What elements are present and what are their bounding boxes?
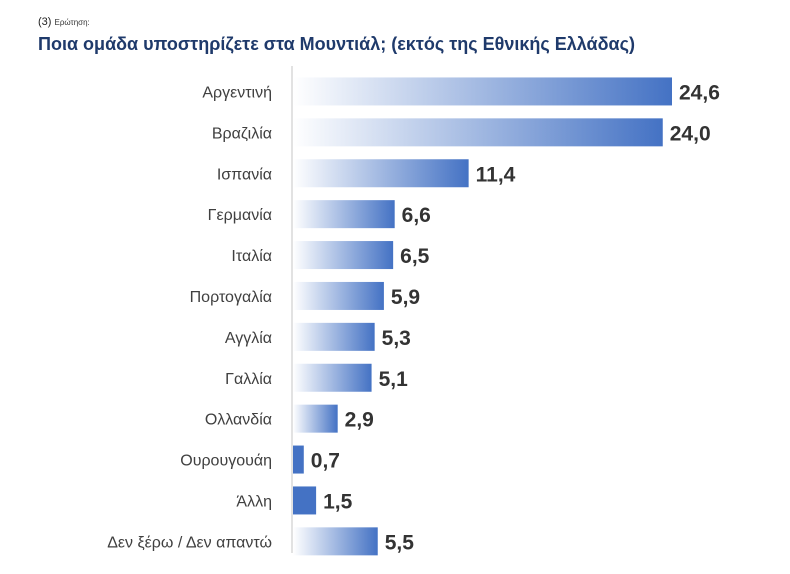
value-label: 24,6 [679,81,720,104]
category-label: Πορτογαλία [190,289,272,306]
category-label: Γαλλία [225,371,272,388]
question-number: (3) Ερώτηση: [38,16,90,28]
bar [293,159,469,188]
bar [293,200,395,229]
value-label: 6,5 [400,245,430,268]
bar [293,281,384,310]
value-label: 0,7 [311,450,340,473]
category-label: Αγγλία [225,330,272,347]
bar [293,77,672,106]
value-label: 1,5 [323,490,353,513]
category-label: Δεν ξέρω / Δεν απαντώ [107,534,272,551]
bar [293,404,338,433]
category-label: Ολλανδία [205,412,272,429]
value-label: 2,9 [345,409,374,432]
bar [293,363,372,392]
category-label: Άλλη [236,493,272,510]
category-label: Γερμανία [208,207,272,224]
value-label: 6,6 [402,204,431,227]
value-label: 11,4 [476,163,516,186]
category-label: Βραζιλία [212,125,272,142]
value-label: 5,3 [382,327,411,350]
bar [293,445,304,474]
bar [293,322,375,351]
chart-title: Ποια ομάδα υποστηρίζετε στα Μουντιάλ; (ε… [38,34,635,54]
bar [293,527,378,556]
bar [293,241,394,270]
value-label: 5,5 [385,531,415,554]
category-label: Ιταλία [231,248,272,265]
category-label: Ουρουγουάη [180,453,272,470]
value-label: 5,9 [391,286,420,309]
question-tag: Ερώτηση: [54,18,90,27]
value-label: 24,0 [670,122,711,145]
bars-group: Αργεντινή 24,6 Βραζιλία 24,0 Ισπανία 11,4 Γερμ… [107,77,720,556]
category-label: Αργεντινή [202,84,272,101]
value-label: 5,1 [379,368,409,391]
category-label: Ισπανία [217,166,272,183]
bar [293,486,317,515]
bar [293,118,663,147]
question-number-value: (3) [38,16,52,28]
